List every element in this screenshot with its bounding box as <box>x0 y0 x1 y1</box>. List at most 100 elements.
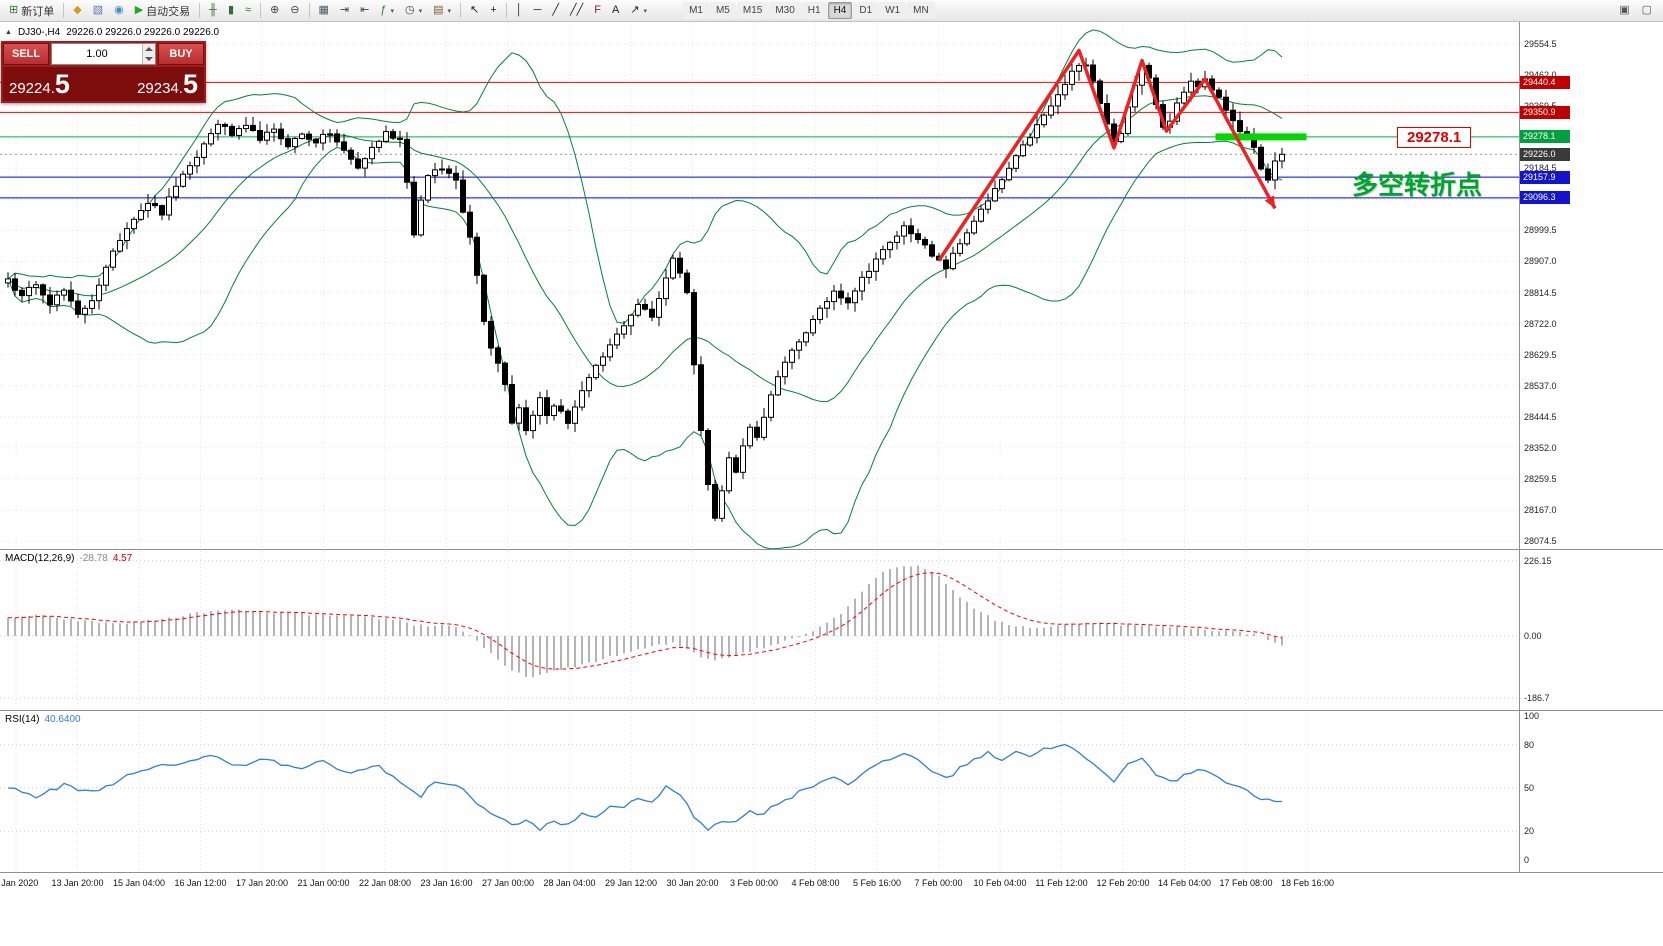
data-window-icon[interactable]: ◉ <box>109 2 129 20</box>
price-axis[interactable]: 29554.529462.029369.529277.029184.529092… <box>1519 22 1663 549</box>
candles-layer <box>5 57 1285 522</box>
horizontal-line-icon[interactable]: ─ <box>529 2 547 20</box>
crosshair-icon[interactable]: + <box>485 2 501 20</box>
line-chart-icon[interactable]: ≈ <box>240 2 256 20</box>
time-axis-label: 14 Feb 04:00 <box>1157 878 1212 888</box>
rsi-chart-canvas[interactable] <box>0 712 1519 873</box>
sell-price-base: 29224. <box>9 80 55 97</box>
rsi-axis[interactable]: 100 80 50 20 0 <box>1519 711 1663 873</box>
charts-icon: ◆ <box>73 4 82 16</box>
volume-field[interactable]: 1.00 <box>51 43 156 65</box>
price-axis-label: 28999.5 <box>1524 225 1557 236</box>
toolbar-separator <box>460 3 462 18</box>
new-order-button: ⊞ <box>9 4 19 16</box>
horizontal-line-icon: ─ <box>533 4 542 16</box>
time-axis-label: 10 Feb 04:00 <box>973 878 1027 888</box>
price-axis-label: 28814.5 <box>1524 287 1557 298</box>
candlestick-chart-icon[interactable]: ▮ <box>223 2 239 20</box>
bar-chart-icon[interactable]: ╫ <box>204 2 222 20</box>
time-axis-label: 28 Jan 04:00 <box>543 878 596 888</box>
trendline-icon[interactable]: ╱ <box>547 2 564 20</box>
charts-icon[interactable]: ◆ <box>68 2 86 20</box>
crosshair-icon: + <box>490 4 497 16</box>
timeframe-m30-button[interactable]: M30 <box>769 2 801 19</box>
time-axis-label: 7 Feb 00:00 <box>914 878 963 888</box>
price-axis-label: 28074.5 <box>1524 536 1557 546</box>
time-axis[interactable]: 9 Jan 2020 13 Jan 20:00 15 Jan 04:00 16 Jan… <box>0 872 1663 946</box>
collapse-arrow-icon[interactable]: ▲ <box>5 29 12 36</box>
timeframe-mn-button[interactable]: MN <box>907 2 935 19</box>
autotrading-button-label: 自动交易 <box>146 5 191 18</box>
main-toolbar: ⊞ 新订单 ◆ ▧ ◉ ▶ 自动交易 ╫ ▮ ≈ ⊕ ⊖ ▦ ⇥ ⇤ ƒ ▾ ◷ ▾ ▤ ▾ ↖ + │ ─ ╱ ╱╱ F A ↗ ▾ M1… <box>0 0 1663 22</box>
cursor-icon[interactable]: ↖ <box>465 2 484 20</box>
fibonacci-icon: F <box>594 4 601 16</box>
zigzag-annotation[interactable] <box>937 48 1277 262</box>
price-axis-label: 29184.5 <box>1524 163 1557 174</box>
time-axis-label: 16 Jan 12:00 <box>174 878 227 888</box>
arrows-icon[interactable]: ↗ ▾ <box>625 2 652 20</box>
time-axis-label: 17 Feb 08:00 <box>1219 878 1273 888</box>
vertical-line-icon[interactable]: │ <box>511 2 528 20</box>
channel-icon: ╱╱ <box>570 4 584 16</box>
zoom-out-icon: ⊖ <box>290 4 300 16</box>
macd-chart-canvas[interactable] <box>0 551 1519 711</box>
new-order-button[interactable]: ⊞ 新订单 <box>4 2 59 20</box>
new-order-button-label: 新订单 <box>21 5 55 18</box>
rsi-value: 40.6400 <box>44 714 81 725</box>
dock-panel-icon[interactable]: ▢ <box>1637 2 1657 20</box>
text-icon[interactable]: A <box>607 2 624 20</box>
periods-icon[interactable]: ◷ ▾ <box>400 2 427 20</box>
price-level-badge: 29157.9 <box>1520 170 1570 184</box>
bollinger-upper-band[interactable] <box>7 29 1283 324</box>
time-axis-label: 3 Feb 00:00 <box>729 878 779 888</box>
timeframe-d1-button[interactable]: D1 <box>853 2 879 19</box>
rsi-axis-label: 80 <box>1524 739 1535 750</box>
price-axis-label: 28722.0 <box>1524 318 1557 329</box>
zigzag-arrowhead <box>1264 195 1275 209</box>
templates-icon[interactable]: ▤ ▾ <box>428 2 456 20</box>
time-axis-label: 21 Jan 00:00 <box>297 878 350 888</box>
buy-price[interactable]: 29234. 5 <box>137 71 198 98</box>
price-callout-label[interactable]: 29278.1 <box>1397 127 1472 148</box>
channel-icon[interactable]: ╱╱ <box>565 2 588 20</box>
cn-annotation-text: 多空转折点 <box>1352 170 1483 200</box>
tile-windows-icon[interactable]: ▦ <box>314 2 334 20</box>
rsi-axis-label: 100 <box>1524 711 1540 721</box>
buy-price-base: 29234. <box>137 80 183 97</box>
volume-decrease-button[interactable] <box>143 54 155 64</box>
main-chart-canvas[interactable] <box>0 22 1519 549</box>
volume-increase-button[interactable] <box>143 44 155 54</box>
bollinger-lower-band[interactable] <box>7 140 1283 549</box>
macd-signal-line <box>8 572 1283 670</box>
macd-axis[interactable]: 226.15 0.00 -186.7 <box>1519 550 1663 711</box>
one-click-trading-panel: SELL 1.00 BUY 29224. 5 29234. 5 <box>1 41 206 103</box>
cursor-icon: ↖ <box>470 4 480 16</box>
timeframe-h4-button[interactable]: H4 <box>827 2 853 19</box>
price-axis-label: 28167.0 <box>1524 504 1557 515</box>
auto-scroll-icon[interactable]: ⇥ <box>335 2 354 20</box>
chart-shift-icon[interactable]: ⇤ <box>355 2 374 20</box>
timeframe-m1-button[interactable]: M1 <box>683 2 709 19</box>
symbol-name: DJ30-,H4 <box>17 27 61 38</box>
sell-price[interactable]: 29224. 5 <box>9 71 70 98</box>
fibonacci-icon[interactable]: F <box>589 2 606 20</box>
indicators-icon[interactable]: ƒ ▾ <box>375 2 399 20</box>
timeframe-m5-button[interactable]: M5 <box>709 2 736 19</box>
zoom-in-icon[interactable]: ⊕ <box>265 2 284 20</box>
chart-window-icon[interactable]: ▣ <box>1614 2 1634 20</box>
timeframe-m15-button[interactable]: M15 <box>736 2 769 19</box>
profile-icon: ▧ <box>92 4 104 16</box>
volume-value[interactable]: 1.00 <box>86 48 108 60</box>
toolbar-separator <box>260 3 262 18</box>
price-axis-label: 29554.5 <box>1524 39 1557 49</box>
templates-icon: ▤ <box>433 4 444 16</box>
buy-button[interactable]: BUY <box>158 43 204 65</box>
zoom-out-icon[interactable]: ⊖ <box>285 2 304 20</box>
bollinger-middle-band[interactable] <box>7 95 1283 403</box>
timeframe-h1-button[interactable]: H1 <box>801 2 827 19</box>
profile-icon[interactable]: ▧ <box>88 2 108 20</box>
timeframe-w1-button[interactable]: W1 <box>879 2 907 19</box>
autotrading-button[interactable]: ▶ 自动交易 <box>130 2 195 20</box>
sell-button[interactable]: SELL <box>3 43 49 65</box>
